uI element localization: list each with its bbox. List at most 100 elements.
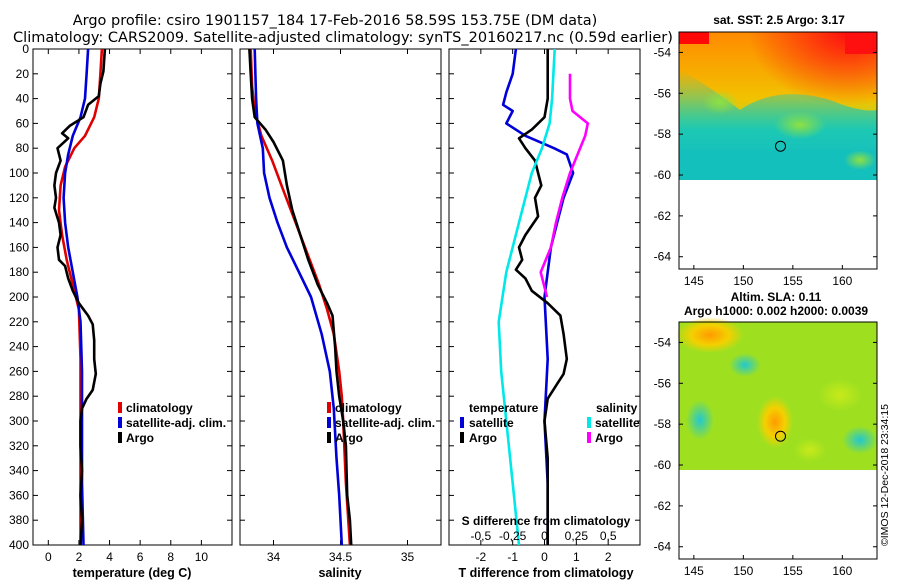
lon-tick-label: 160 bbox=[832, 564, 852, 578]
sla-field-high bbox=[676, 317, 744, 353]
y-tick-label: 160 bbox=[9, 240, 29, 254]
legend-label-climatology: climatology bbox=[126, 401, 193, 415]
lat-tick-label: -60 bbox=[654, 458, 672, 472]
lon-tick-label: 155 bbox=[783, 274, 803, 288]
y-tick-label: 80 bbox=[16, 141, 30, 155]
y-tick-label: 280 bbox=[9, 389, 29, 403]
series-line-argo bbox=[248, 49, 353, 545]
lat-tick-label: -54 bbox=[654, 45, 672, 59]
legend-label-temp-satellite: satellite bbox=[469, 416, 514, 430]
sst-map-title: sat. SST: 2.5 Argo: 3.17 bbox=[713, 13, 845, 27]
y-tick-label: 340 bbox=[9, 464, 29, 478]
sst-map-frame bbox=[678, 31, 878, 270]
temperature-y-ticks: 0 20 40 60 80 100 120 140 160 180 200 220 240 260 280 3… bbox=[9, 42, 232, 552]
imos-credit: ©IMOS 12-Dec-2018 23:34:15 bbox=[879, 404, 891, 546]
x-tick-label: -1 bbox=[507, 550, 518, 564]
argo-location-marker bbox=[775, 430, 786, 442]
x-tick-label: 2 bbox=[605, 550, 612, 564]
y-tick-label: 300 bbox=[9, 414, 29, 428]
lat-tick-label: -56 bbox=[654, 376, 672, 390]
legend-swatch-satellite-adj bbox=[118, 417, 122, 428]
temperature-series bbox=[53, 49, 107, 545]
salinity-axes-box bbox=[239, 48, 442, 546]
y-tick-label: 400 bbox=[9, 538, 29, 552]
y-tick-label: 260 bbox=[9, 364, 29, 378]
difference-y-ticks bbox=[449, 48, 640, 546]
sst-field-blob bbox=[702, 90, 738, 114]
series-line-temperature-satellite bbox=[501, 49, 575, 545]
s-tick-label: -0,5 bbox=[470, 529, 491, 543]
lon-tick-label: 150 bbox=[733, 564, 753, 578]
y-tick-label: 140 bbox=[9, 216, 29, 230]
x-tick-label: 1 bbox=[573, 550, 580, 564]
lat-tick-label: -64 bbox=[654, 250, 672, 264]
series-line-salinity-argo bbox=[539, 73, 590, 298]
lat-tick-label: -56 bbox=[654, 86, 672, 100]
legend-title-salinity: salinity bbox=[596, 401, 638, 415]
y-tick-label: 60 bbox=[16, 116, 30, 130]
s-tick-label: 0 bbox=[541, 529, 548, 543]
legend-swatch-satellite-adj bbox=[327, 417, 331, 428]
s-tick-label: -0,25 bbox=[499, 529, 527, 543]
x-tick-label: -2 bbox=[475, 550, 486, 564]
legend-label-argo: Argo bbox=[126, 431, 154, 445]
argo-location-marker bbox=[775, 140, 786, 152]
x-tick-label: 6 bbox=[137, 550, 144, 564]
x-tick-label: 34 bbox=[267, 550, 281, 564]
x-tick-label: 35 bbox=[401, 550, 415, 564]
y-tick-label: 220 bbox=[9, 315, 29, 329]
sst-field-blob bbox=[844, 150, 876, 170]
temperature-legend: climatology satellite-adj. clim. Argo bbox=[118, 401, 226, 445]
lat-tick-label: -64 bbox=[654, 540, 672, 554]
y-tick-label: 200 bbox=[9, 290, 29, 304]
sla-map-title: Altim. SLA: 0.11 bbox=[731, 290, 822, 304]
legend-label-argo: Argo bbox=[335, 431, 363, 445]
x-tick-label: 0 bbox=[541, 550, 548, 564]
legend-label-temp-argo: Argo bbox=[469, 431, 497, 445]
salinity-x-label: salinity bbox=[318, 566, 361, 580]
temperature-x-label: temperature (deg C) bbox=[73, 566, 192, 580]
y-tick-label: 180 bbox=[9, 265, 29, 279]
temperature-x-ticks: 0 2 4 6 8 10 bbox=[45, 49, 208, 564]
figure-title-line2: Climatology: CARS2009. Satellite-adjuste… bbox=[13, 30, 673, 46]
legend-swatch-temp-argo bbox=[460, 432, 464, 443]
difference-legend-temperature: temperature satellite Argo bbox=[460, 401, 539, 445]
series-line-satellite-adj-clim- bbox=[253, 49, 344, 545]
sla-field-mid bbox=[794, 438, 826, 462]
lat-tick-label: -58 bbox=[654, 417, 672, 431]
lon-tick-label: 150 bbox=[733, 274, 753, 288]
legend-label-sal-satellite: satellite bbox=[595, 416, 640, 430]
legend-swatch-temp-satellite bbox=[460, 417, 464, 428]
legend-label-satellite-adj: satellite-adj. clim. bbox=[335, 416, 435, 430]
y-tick-label: 100 bbox=[9, 166, 29, 180]
lon-tick-label: 145 bbox=[684, 564, 704, 578]
x-tick-label: 8 bbox=[167, 550, 174, 564]
legend-swatch-climatology bbox=[118, 402, 122, 413]
legend-swatch-argo bbox=[118, 432, 122, 443]
y-tick-label: 20 bbox=[16, 67, 30, 81]
lon-tick-label: 155 bbox=[783, 564, 803, 578]
salinity-difference-axis-title: S difference from climatology bbox=[462, 514, 631, 528]
legend-swatch-argo bbox=[327, 432, 331, 443]
lat-tick-label: -54 bbox=[654, 335, 672, 349]
x-tick-label: 4 bbox=[106, 550, 113, 564]
s-tick-label: 0,25 bbox=[565, 529, 589, 543]
y-tick-label: 40 bbox=[16, 92, 30, 106]
temperature-axes-box bbox=[32, 48, 233, 546]
series-line-climatology bbox=[249, 49, 352, 545]
lat-tick-label: -60 bbox=[654, 168, 672, 182]
figure-title-line1: Argo profile: csiro 1901157_184 17-Feb-2… bbox=[73, 13, 598, 29]
lon-tick-label: 160 bbox=[832, 274, 852, 288]
series-line-temperature-argo bbox=[514, 49, 569, 545]
x-tick-label: 10 bbox=[195, 550, 209, 564]
legend-swatch-sal-argo bbox=[587, 432, 591, 443]
sla-field-mid bbox=[818, 379, 862, 411]
x-tick-label: 2 bbox=[76, 550, 83, 564]
series-line-salinity-satellite bbox=[497, 49, 556, 545]
sst-field-warm-corner bbox=[845, 32, 877, 54]
y-tick-label: 360 bbox=[9, 488, 29, 502]
lon-tick-label: 145 bbox=[684, 274, 704, 288]
temperature-panel: 0204060801001201401601802002202402602803… bbox=[9, 42, 233, 580]
legend-title-temperature: temperature bbox=[469, 401, 539, 415]
